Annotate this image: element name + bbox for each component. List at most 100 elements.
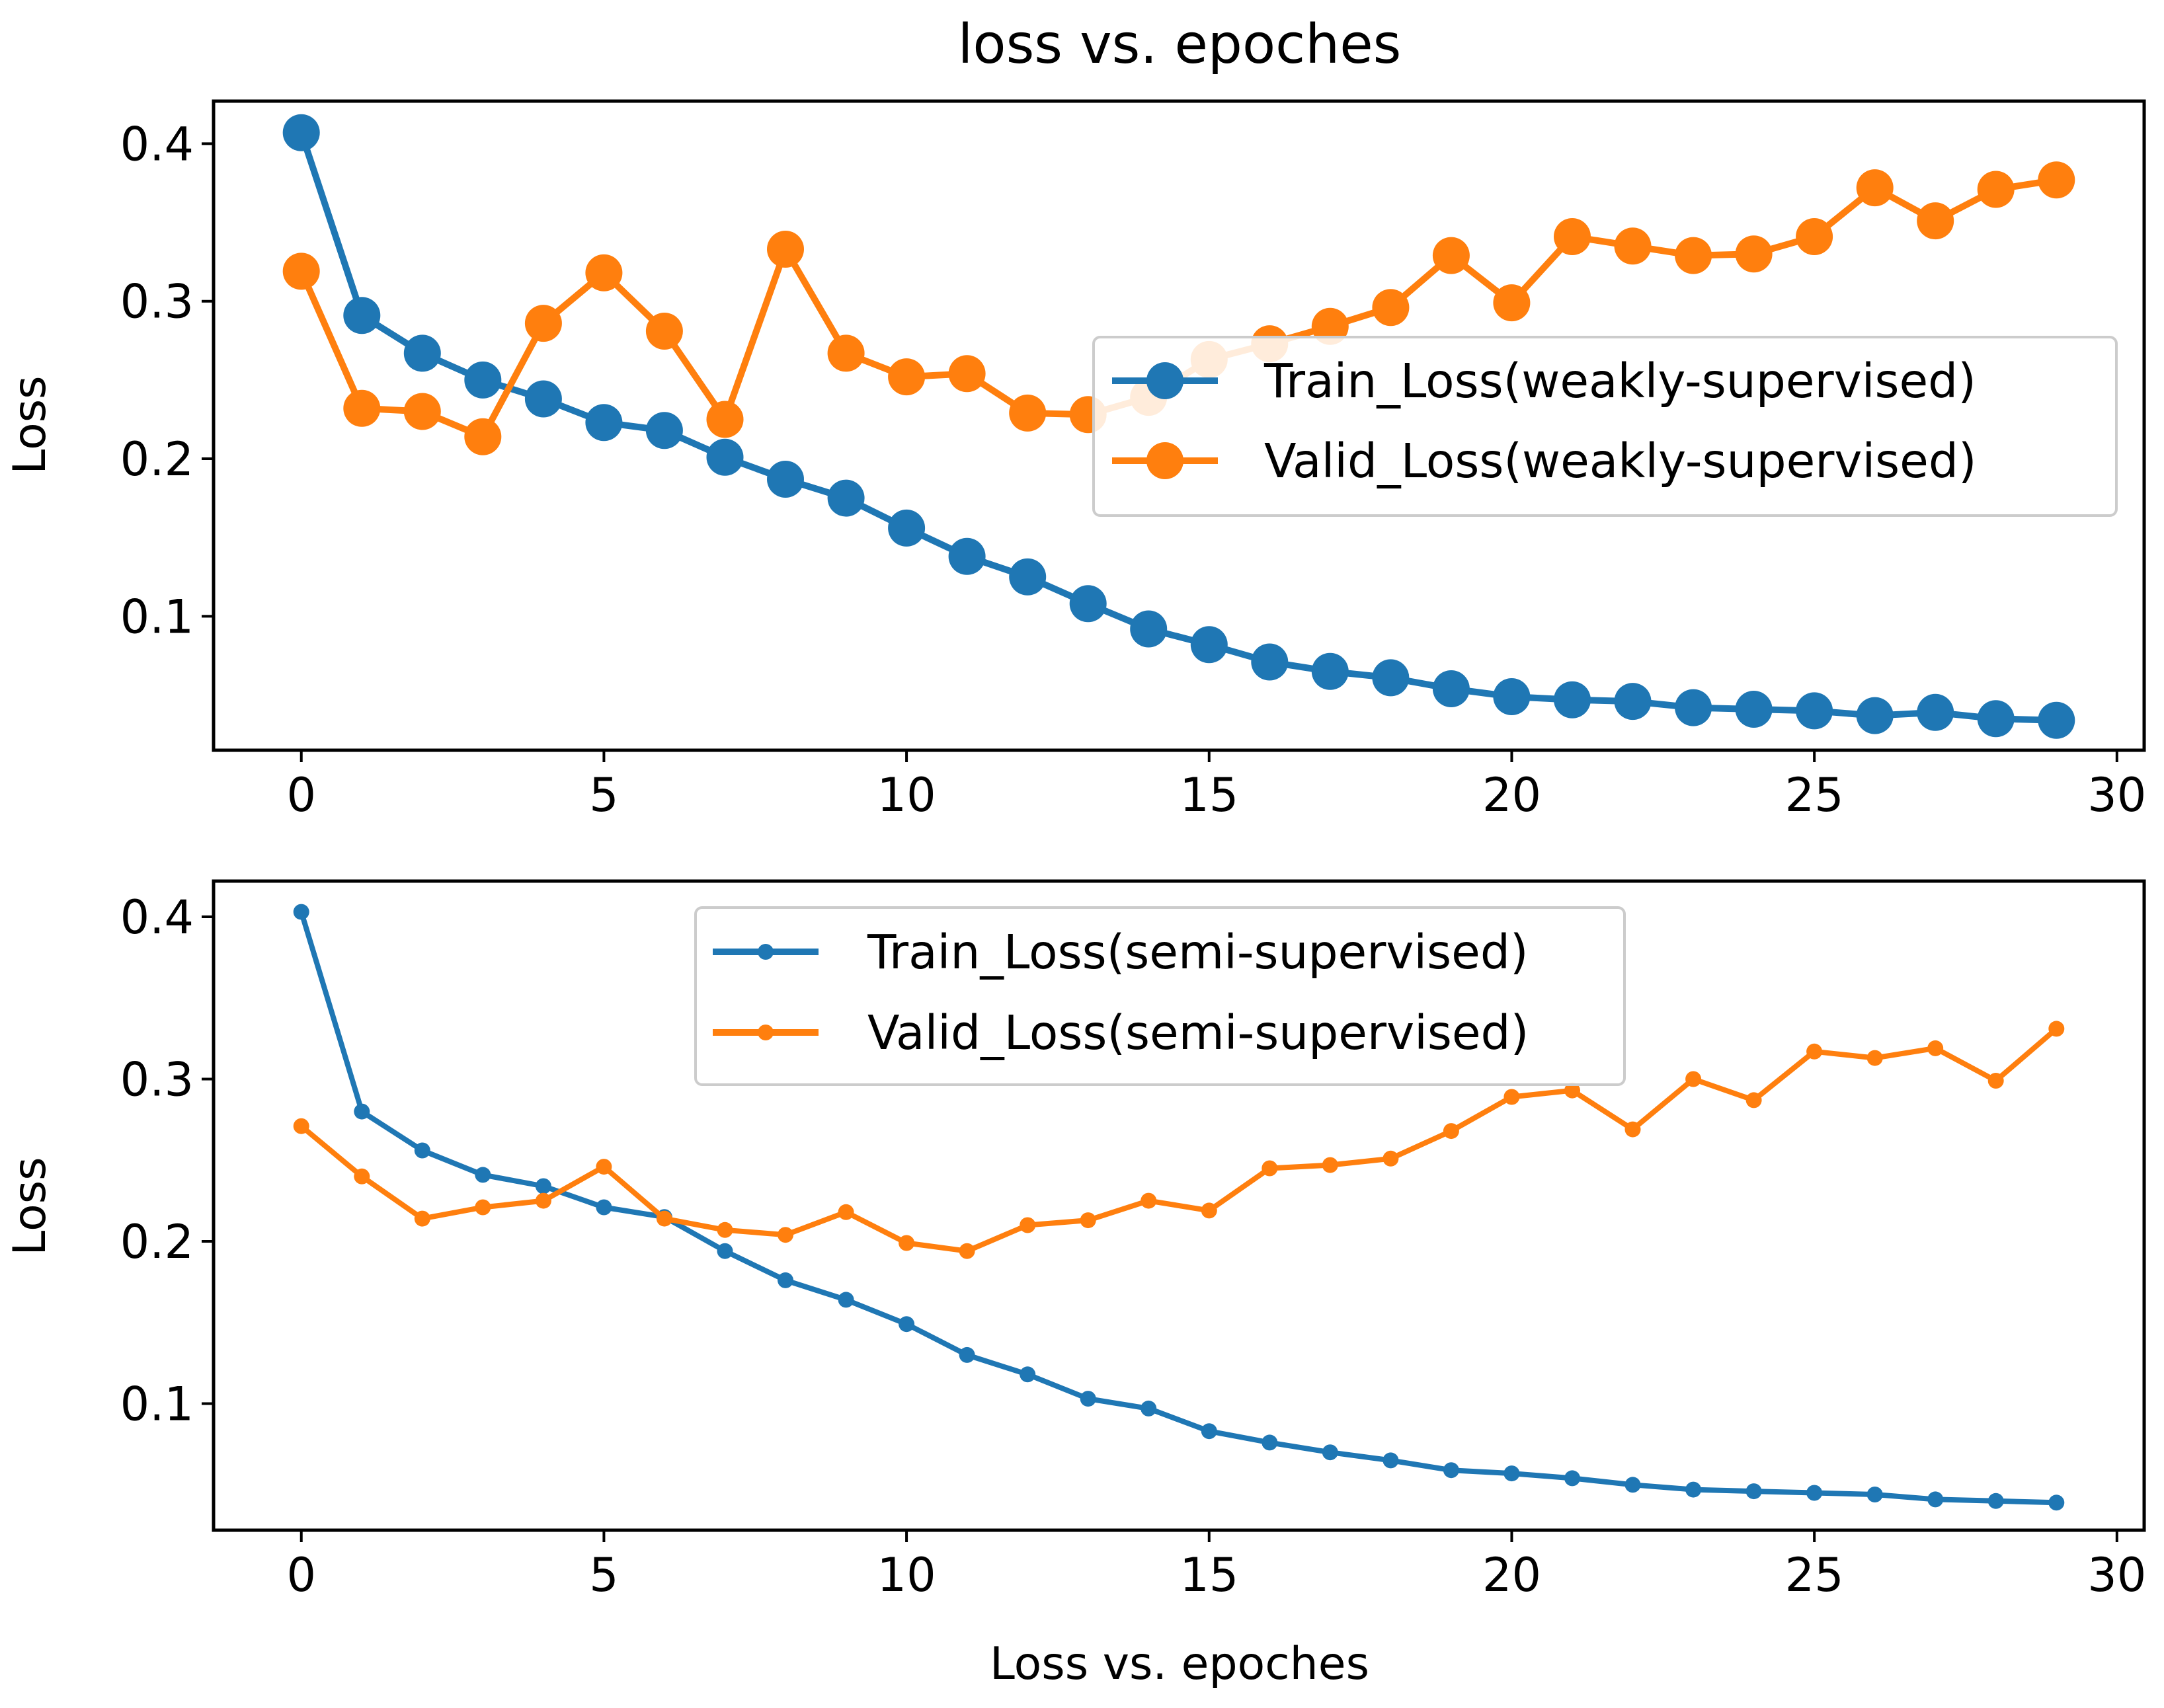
semi-supervised-panel: Loss Loss vs. epoches Train_Loss(semi-su… xyxy=(4,879,2146,1690)
legend-box xyxy=(1092,336,2118,517)
legend-label-train: Train_Loss(weakly-supervised) xyxy=(1263,354,1976,408)
data-point-valid xyxy=(1987,1073,2004,1089)
data-point-valid xyxy=(535,1192,551,1209)
data-point-valid xyxy=(524,305,562,342)
data-point-valid xyxy=(1503,1089,1520,1105)
data-point-valid xyxy=(959,1243,975,1259)
data-point-valid xyxy=(1917,202,1954,240)
data-point-valid xyxy=(1927,1040,1944,1056)
data-point-valid xyxy=(1443,1123,1459,1140)
data-point-train xyxy=(354,1103,370,1120)
data-point-train xyxy=(1493,678,1531,715)
data-point-train xyxy=(1443,1462,1459,1479)
data-point-valid xyxy=(1614,227,1652,265)
x-tick-label: 10 xyxy=(877,1548,936,1602)
data-point-train xyxy=(899,1316,915,1333)
data-point-train xyxy=(838,1292,854,1308)
y-tick-label: 0.2 xyxy=(120,1215,194,1269)
data-point-valid xyxy=(1624,1121,1641,1138)
data-point-valid xyxy=(464,418,502,455)
legend-marker-valid xyxy=(1146,442,1183,479)
data-point-valid xyxy=(1745,1092,1762,1108)
series-line-valid xyxy=(298,1026,2060,1254)
data-point-train xyxy=(1796,692,1833,730)
data-point-valid xyxy=(888,358,926,396)
data-point-valid xyxy=(1675,237,1712,274)
data-point-valid xyxy=(899,1235,915,1251)
data-point-train xyxy=(706,438,744,476)
data-point-valid xyxy=(1372,289,1410,327)
data-point-valid xyxy=(1806,1043,1823,1060)
data-point-valid xyxy=(717,1222,733,1238)
data-point-train xyxy=(888,509,926,547)
data-point-train xyxy=(1614,683,1652,720)
data-point-train xyxy=(585,404,623,442)
data-point-valid xyxy=(403,393,441,430)
data-point-train xyxy=(1685,1481,1702,1498)
x-tick-label: 5 xyxy=(589,768,619,822)
chart-title: loss vs. epoches xyxy=(958,13,1402,76)
legend-label-valid: Valid_Loss(weakly-supervised) xyxy=(1264,434,1977,488)
data-point-train xyxy=(535,1178,551,1194)
data-point-train xyxy=(1856,697,1894,734)
legend-entry-train: Train_Loss(semi-supervised) xyxy=(713,925,1529,980)
legend: Train_Loss(semi-supervised) Valid_Loss(s… xyxy=(694,906,1626,1086)
y-tick-label: 0.3 xyxy=(120,1053,194,1107)
y-tick-label: 0.4 xyxy=(120,890,194,945)
data-point-valid xyxy=(656,1210,672,1227)
data-point-train xyxy=(1009,558,1047,596)
data-point-train xyxy=(1201,1423,1217,1440)
data-point-train xyxy=(1069,585,1107,623)
y-tick-label: 0.1 xyxy=(120,1378,194,1432)
data-point-valid xyxy=(827,334,865,372)
y-tick-label: 0.3 xyxy=(120,275,194,329)
data-point-valid xyxy=(354,1168,370,1184)
y-tick-label: 0.4 xyxy=(120,117,194,171)
data-point-valid xyxy=(1856,169,1894,207)
data-point-train xyxy=(717,1243,733,1259)
data-point-train xyxy=(1262,1434,1278,1451)
data-point-train xyxy=(1564,1470,1580,1487)
data-point-valid xyxy=(1977,171,2015,208)
data-point-valid xyxy=(282,252,320,290)
data-point-valid xyxy=(1554,218,1591,255)
data-point-valid xyxy=(1866,1050,1883,1066)
data-point-valid xyxy=(1080,1212,1096,1229)
data-point-train xyxy=(1251,643,1289,681)
data-point-train xyxy=(767,461,804,498)
axes-frame xyxy=(212,99,2146,752)
legend-label-valid: Valid_Loss(semi-supervised) xyxy=(867,1005,1529,1060)
legend-label-train: Train_Loss(semi-supervised) xyxy=(867,925,1529,980)
data-point-train xyxy=(2038,701,2075,739)
x-tick-label: 15 xyxy=(1180,1548,1238,1602)
data-point-train xyxy=(1745,1483,1762,1500)
data-point-valid xyxy=(475,1199,491,1216)
x-tick-label: 5 xyxy=(589,1548,619,1602)
legend-box xyxy=(694,906,1626,1086)
data-point-train xyxy=(1735,691,1773,728)
x-tick-label: 20 xyxy=(1482,768,1541,822)
x-tick-label: 10 xyxy=(877,768,936,822)
data-point-valid xyxy=(1009,394,1047,432)
data-point-train xyxy=(959,1346,975,1363)
axes-frame xyxy=(212,879,2146,1532)
data-point-valid xyxy=(1383,1150,1399,1167)
legend-entry-valid: Valid_Loss(semi-supervised) xyxy=(713,1005,1529,1060)
data-point-valid xyxy=(645,313,683,350)
x-tick-label: 30 xyxy=(2087,1548,2146,1602)
data-point-train xyxy=(1866,1487,1883,1502)
y-tick-label: 0.2 xyxy=(120,432,194,486)
x-tick-label: 0 xyxy=(286,768,316,822)
data-point-train xyxy=(524,380,562,418)
data-point-train xyxy=(403,334,441,372)
x-tick-label: 20 xyxy=(1482,1548,1541,1602)
data-point-train xyxy=(1130,610,1168,648)
x-tick-label: 0 xyxy=(286,1548,316,1602)
data-point-train xyxy=(1141,1400,1157,1417)
data-point-train xyxy=(827,479,865,517)
data-point-train xyxy=(464,361,502,399)
data-point-valid xyxy=(1201,1202,1217,1219)
data-point-valid xyxy=(1796,218,1833,255)
data-point-valid xyxy=(1262,1160,1278,1177)
